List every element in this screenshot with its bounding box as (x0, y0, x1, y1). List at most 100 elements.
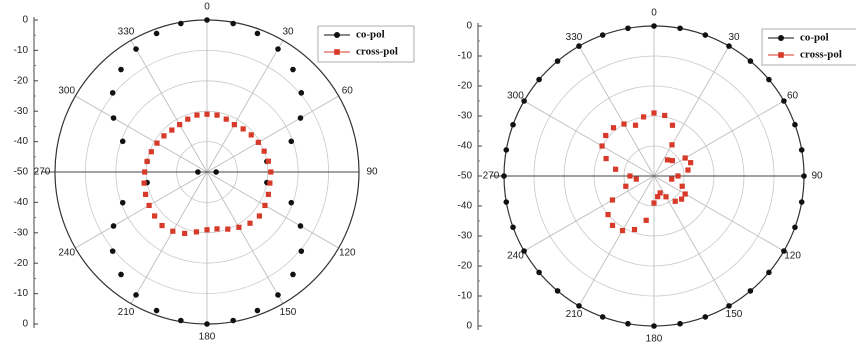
grid-spoke (653, 175, 785, 252)
co-pol-point (536, 76, 542, 83)
polar-chart-right: 0 30 60 90 120 150 180 210 240 270 300 330 0 -10 -20 -3… (458, 8, 856, 343)
co-pol-point (288, 138, 295, 145)
cross-pol-point (609, 197, 616, 203)
r-tick-label: -40 (458, 141, 473, 152)
legend-entry-label: co-pol (800, 32, 829, 44)
r-tick-label: -20 (14, 75, 29, 86)
co-pol-point (792, 224, 798, 231)
angle-tick-label: 0 (204, 2, 210, 13)
cross-pol-point (685, 167, 691, 173)
r-tick-label: -10 (14, 45, 29, 56)
cross-pol-point (632, 122, 639, 128)
cross-pol-point (161, 133, 167, 139)
co-pol-point (133, 292, 139, 298)
cross-pol-point (142, 169, 148, 175)
cross-pol-point (193, 229, 200, 235)
angle-tick-label: 300 (507, 91, 524, 102)
co-pol-point (747, 58, 754, 64)
angle-tick-label: 150 (280, 307, 297, 318)
angle-tick-label: 210 (566, 309, 583, 320)
cross-pol-point (663, 194, 669, 200)
co-pol-point (153, 307, 160, 314)
angle-tick-label: 330 (566, 32, 583, 43)
legend: co-pol cross-pol (317, 25, 415, 63)
co-pol-point (625, 25, 631, 32)
co-pol-point (651, 323, 657, 329)
co-pol-point (109, 90, 116, 96)
cross-pol-point (177, 122, 183, 128)
cross-pol-point (262, 202, 268, 209)
grid-spoke (523, 100, 655, 177)
cross-pol-point (675, 173, 681, 179)
cross-pol-point (603, 155, 609, 162)
cross-pol-point (609, 222, 616, 229)
cross-pol-point (619, 227, 626, 234)
co-pol-point (576, 303, 582, 309)
co-pol-point (510, 224, 516, 231)
cross-pol-point (152, 213, 158, 219)
angle-tick-label: 180 (199, 332, 216, 343)
grid-spoke (130, 171, 208, 304)
cross-pol-point (154, 140, 160, 146)
co-pol-point (213, 169, 219, 175)
co-pol-point (230, 20, 236, 27)
r-tick-label: -40 (458, 201, 473, 212)
r-tick-label: 0 (466, 21, 472, 32)
angle-tick-label: 60 (787, 91, 799, 102)
cross-pol-point (261, 148, 267, 154)
co-pol-point (781, 98, 787, 104)
co-pol-point (110, 223, 117, 229)
co-pol-point (153, 30, 160, 37)
co-pol-point (133, 46, 139, 52)
co-pol-point (521, 248, 527, 254)
cross-pol-point (651, 200, 657, 206)
co-pol-point (204, 321, 210, 327)
legend-entry-label: co-pol (356, 29, 385, 41)
cross-pol-point (651, 110, 657, 116)
co-pol-point (195, 169, 201, 175)
co-pol-point (677, 320, 683, 327)
co-pol-point (254, 30, 261, 37)
co-pol-point (510, 121, 516, 128)
legend-marker (778, 52, 784, 58)
co-pol-point (554, 58, 561, 64)
cross-pol-point (662, 112, 668, 119)
cross-pol-point (265, 158, 271, 164)
co-pol-point (204, 17, 210, 23)
grid-spoke (206, 40, 284, 173)
grid-spoke (206, 171, 339, 249)
cross-pol-point (679, 183, 685, 189)
r-tick-label: -40 (14, 136, 29, 147)
cross-pol-point (621, 121, 627, 127)
co-pol-point (503, 199, 510, 205)
co-pol-point (275, 292, 281, 298)
co-pol-point (702, 32, 709, 38)
cross-pol-point (247, 220, 253, 226)
cross-pol-point (623, 183, 629, 189)
r-tick-label: -10 (14, 288, 29, 299)
cross-pol-point (640, 114, 647, 120)
grid-spoke (578, 175, 655, 307)
cross-pol-point (669, 176, 675, 182)
polar-chart-left: 0 30 60 90 120 150 180 210 240 270 300 330 0 -10 -20 -3… (14, 2, 415, 343)
cross-pol-point (682, 191, 688, 197)
legend-box (317, 25, 415, 63)
co-pol-point (298, 248, 305, 254)
r-tick-label: -30 (458, 231, 473, 242)
co-pol-point (298, 90, 305, 96)
cross-pol-point (248, 132, 254, 138)
cross-pol-point (225, 226, 231, 232)
legend-marker (334, 49, 340, 55)
cross-pol-point (682, 155, 688, 161)
angle-tick-label: 90 (811, 171, 823, 182)
co-pol-point (576, 43, 582, 49)
grid-spoke (206, 171, 284, 304)
cross-pol-point (255, 139, 261, 145)
co-pol-point (178, 20, 184, 27)
co-pol-point (726, 43, 732, 49)
co-pol-point (599, 314, 606, 320)
angle-tick-label: 240 (58, 248, 75, 259)
r-tick-label: -30 (458, 111, 473, 122)
cross-pol-point (633, 176, 639, 182)
cross-pol-point (214, 226, 220, 232)
